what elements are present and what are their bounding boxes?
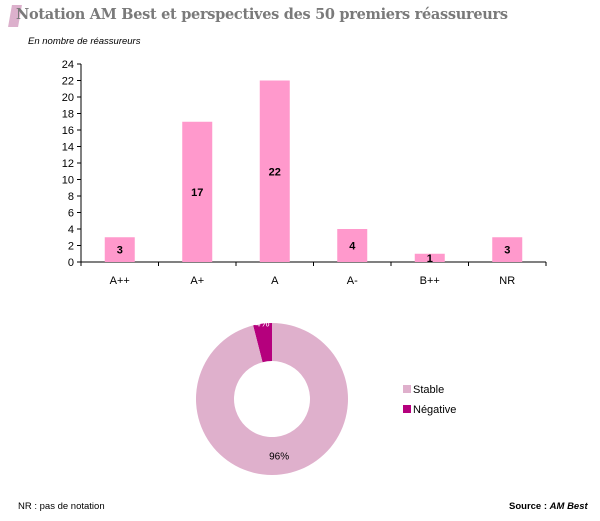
footer-note: NR : pas de notation xyxy=(18,501,105,512)
legend-swatch-négative xyxy=(403,405,411,413)
legend-label: Stable xyxy=(413,384,444,396)
x-tick-label: A xyxy=(271,275,279,287)
bar-A xyxy=(259,80,290,262)
bar-NR xyxy=(492,237,523,262)
y-tick-label: 10 xyxy=(62,175,74,187)
y-tick-label: 8 xyxy=(68,191,74,203)
bar-data-label: 22 xyxy=(269,166,281,178)
y-tick-label: 16 xyxy=(62,125,74,137)
bar-B++ xyxy=(414,253,445,262)
bar-data-label: 4 xyxy=(349,241,356,253)
donut-slice-stable xyxy=(195,323,349,475)
page-title: Notation AM Best et perspectives des 50 … xyxy=(16,6,508,23)
donut-slice-négative xyxy=(253,323,272,363)
legend-label: Négative xyxy=(413,404,456,416)
x-tick-label: A+ xyxy=(190,275,204,287)
bar-data-label: 17 xyxy=(191,187,203,199)
unit-note: En nombre de réassureurs xyxy=(28,36,141,47)
bar-A- xyxy=(337,229,368,262)
source-label: Source : xyxy=(509,501,548,512)
bar-data-label: 3 xyxy=(504,245,510,257)
bar-A+ xyxy=(182,121,213,262)
y-tick-label: 4 xyxy=(68,224,74,236)
bar-A++ xyxy=(104,237,135,262)
x-tick-label: A- xyxy=(347,275,358,287)
y-tick-label: 24 xyxy=(62,59,74,71)
x-tick-label: B++ xyxy=(420,275,440,287)
y-tick-label: 22 xyxy=(62,76,74,88)
donut-data-label: 96% xyxy=(269,452,289,463)
x-tick-label: NR xyxy=(499,275,515,287)
y-tick-label: 6 xyxy=(68,208,74,220)
legend-swatch-stable xyxy=(403,385,411,393)
source-value: AM Best xyxy=(549,501,588,512)
bar-data-label: 3 xyxy=(117,245,123,257)
y-tick-label: 0 xyxy=(68,257,74,269)
donut-data-label: 4% xyxy=(255,319,270,330)
x-tick-label: A++ xyxy=(110,275,130,287)
y-tick-label: 12 xyxy=(62,158,74,170)
y-tick-label: 20 xyxy=(62,92,74,104)
footer-source: Source : AM Best xyxy=(509,501,588,512)
bar-data-label: 1 xyxy=(427,253,433,265)
y-tick-label: 2 xyxy=(68,241,74,253)
y-tick-label: 14 xyxy=(62,142,74,154)
y-tick-label: 18 xyxy=(62,109,74,121)
